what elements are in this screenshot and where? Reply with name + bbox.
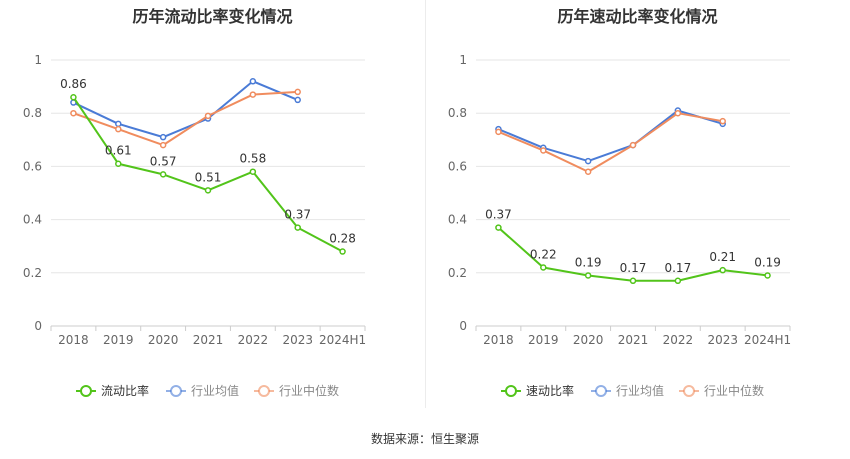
data-point: [159, 133, 167, 141]
x-tick-label: 2022: [663, 333, 694, 347]
data-point: [540, 147, 547, 154]
y-tick-label: 1: [459, 53, 467, 67]
x-tick-label: 2019: [528, 333, 559, 347]
data-point: [115, 160, 122, 167]
legend-label: 流动比率: [101, 383, 149, 398]
data-label: 0.19: [754, 255, 781, 269]
data-point: [339, 248, 346, 255]
data-point: [674, 109, 682, 117]
x-tick-label: 2018: [483, 333, 514, 347]
y-tick-label: 1: [34, 53, 42, 67]
y-tick-label: 0.4: [448, 213, 467, 227]
current-ratio-chart: 历年流动比率变化情况 0 0.2 0.4 0.6 0.8 1 2018 2019 2020 202…: [0, 0, 425, 420]
data-point: [674, 277, 682, 285]
legend-marker: [505, 385, 517, 397]
data-label: 0.61: [105, 144, 132, 158]
data-point: [294, 224, 301, 231]
y-tick-label: 0.2: [23, 266, 42, 280]
data-label: 0.17: [620, 261, 647, 275]
data-label: 0.37: [485, 208, 512, 222]
series-line: [72, 80, 299, 139]
data-point: [629, 141, 637, 149]
data-label: 0.19: [575, 255, 602, 269]
y-tick-label: 0.8: [23, 106, 42, 120]
data-source-note: 数据来源：恒生聚源: [370, 432, 479, 446]
y-tick-label: 0.6: [448, 159, 467, 173]
y-tick-label: 0.4: [23, 213, 42, 227]
data-label: 0.57: [150, 154, 177, 168]
legend-marker: [258, 385, 270, 397]
data-label: 0.22: [530, 247, 557, 261]
data-label: 0.17: [664, 261, 691, 275]
quick-ratio-chart: 历年速动比率变化情况 0 0.2 0.4 0.6 0.8 1 2018 2019 2020 202…: [425, 0, 850, 420]
x-tick-label: 2021: [618, 333, 649, 347]
data-point: [70, 93, 77, 101]
y-tick-label: 0: [459, 319, 467, 333]
legend-label: 行业中位数: [279, 383, 339, 398]
data-point: [584, 168, 592, 175]
x-tick-label: 2020: [148, 333, 179, 347]
legend-label: 行业均值: [616, 383, 664, 398]
data-label: 0.37: [284, 208, 311, 222]
legend-marker: [595, 385, 607, 397]
chart-title: 历年流动比率变化情况: [132, 7, 293, 26]
legend-label: 行业均值: [191, 383, 239, 398]
data-point: [294, 96, 301, 104]
data-point: [719, 266, 726, 274]
chart-title: 历年速动比率变化情况: [557, 7, 718, 26]
data-point: [629, 277, 637, 285]
data-point: [584, 272, 592, 279]
legend-marker: [170, 385, 182, 397]
data-point: [764, 272, 771, 279]
x-tick-label: 2024H1: [744, 333, 791, 347]
y-tick-label: 0.6: [23, 159, 42, 173]
y-tick-label: 0.2: [448, 266, 467, 280]
data-point: [584, 157, 592, 165]
x-tick-label: 2023: [282, 333, 313, 347]
data-point: [115, 120, 122, 128]
data-label: 0.51: [195, 170, 222, 184]
data-point: [204, 112, 212, 120]
data-point: [159, 141, 167, 149]
data-label: 0.58: [239, 152, 266, 166]
data-label: 0.28: [329, 232, 356, 246]
data-point: [495, 128, 502, 136]
quick-ratio-plot: 0 0.2 0.4 0.6 0.8 1 2018 2019 2020 2021 2022 2023 20…: [448, 53, 791, 398]
y-tick-label: 0: [34, 319, 42, 333]
data-point: [294, 88, 301, 96]
data-point: [249, 168, 257, 175]
data-point: [540, 264, 547, 271]
data-point: [719, 117, 726, 125]
series-line: [498, 109, 723, 163]
current-ratio-plot: 0 0.2 0.4 0.6 0.8 1 2018 2019 2020 2021 2022 2023 20…: [23, 53, 366, 398]
x-tick-label: 2023: [707, 333, 738, 347]
legend-marker: [80, 385, 92, 397]
data-point: [249, 78, 257, 85]
x-tick-label: 2022: [238, 333, 269, 347]
series-line: [498, 112, 723, 173]
x-tick-label: 2018: [58, 333, 89, 347]
chart-divider: [425, 0, 426, 408]
x-tick-label: 2019: [103, 333, 134, 347]
legend-label: 行业中位数: [704, 383, 764, 398]
legend-marker: [683, 385, 695, 397]
data-point: [159, 171, 167, 178]
data-point: [249, 91, 257, 98]
x-tick-label: 2020: [573, 333, 604, 347]
data-point: [495, 224, 502, 231]
y-tick-label: 0.8: [448, 106, 467, 120]
data-point: [115, 125, 122, 133]
data-point: [70, 109, 77, 117]
data-label: 0.21: [709, 250, 736, 264]
x-tick-label: 2021: [193, 333, 224, 347]
legend-label: 速动比率: [526, 383, 574, 398]
data-point: [204, 187, 212, 194]
x-tick-label: 2024H1: [319, 333, 366, 347]
series-line: [73, 90, 298, 147]
data-label: 0.86: [60, 77, 87, 91]
